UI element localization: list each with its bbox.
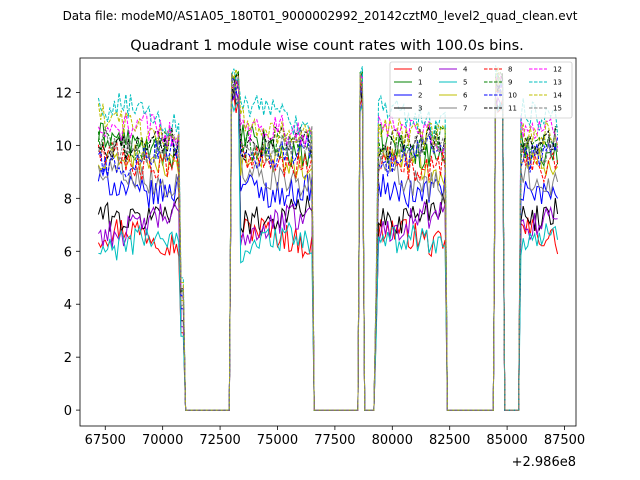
legend-label-11: 11 [508,105,517,113]
chart-title: Quadrant 1 module wise count rates with … [130,38,524,54]
legend-label-7: 7 [463,105,467,113]
legend-label-8: 8 [508,66,512,74]
series-line-11 [98,72,558,411]
legend-label-13: 13 [553,79,562,87]
legend-label-3: 3 [418,105,422,113]
legend-label-14: 14 [553,92,562,100]
y-tick-label: 8 [64,192,72,207]
x-tick-label: 85000 [486,433,527,448]
legend-box [389,61,573,119]
legend-label-5: 5 [463,79,467,87]
legend-label-1: 1 [418,79,422,87]
x-tick-label: 70000 [142,433,183,448]
y-tick-label: 6 [64,245,72,260]
x-tick-label: 80000 [372,433,413,448]
x-tick-label: 82500 [429,433,470,448]
legend-label-4: 4 [463,66,468,74]
y-tick-label: 4 [64,298,72,313]
y-tick-label: 0 [64,404,72,419]
x-tick-label: 75000 [257,433,298,448]
x-tick-label: 87500 [544,433,585,448]
legend-label-12: 12 [553,66,562,74]
legend-label-2: 2 [418,92,422,100]
legend-label-6: 6 [463,92,468,100]
series-line-15 [97,73,559,411]
figure-suptitle: Data file: modeM0/AS1A05_180T01_90000029… [63,9,578,23]
legend-label-15: 15 [553,105,562,113]
x-tick-label: 77500 [314,433,355,448]
legend-label-9: 9 [508,79,512,87]
x-axis: 67500 70000 72500 75000 77500 80000 82500 85000… [85,426,585,448]
y-tick-label: 2 [64,351,72,366]
axes-frame [79,57,577,427]
x-tick-label: 67500 [85,433,126,448]
y-tick-label: 10 [55,139,72,154]
x-tick-label: 72500 [199,433,240,448]
x-axis-offset-label: +2.986e8 [512,455,576,470]
legend-label-0: 0 [418,66,422,74]
y-tick-label: 12 [55,86,72,101]
series-line-13 [97,65,559,411]
legend-label-10: 10 [508,92,517,100]
series-layer [97,65,559,411]
y-axis: 0 2 4 6 8 10 12 [55,86,80,419]
